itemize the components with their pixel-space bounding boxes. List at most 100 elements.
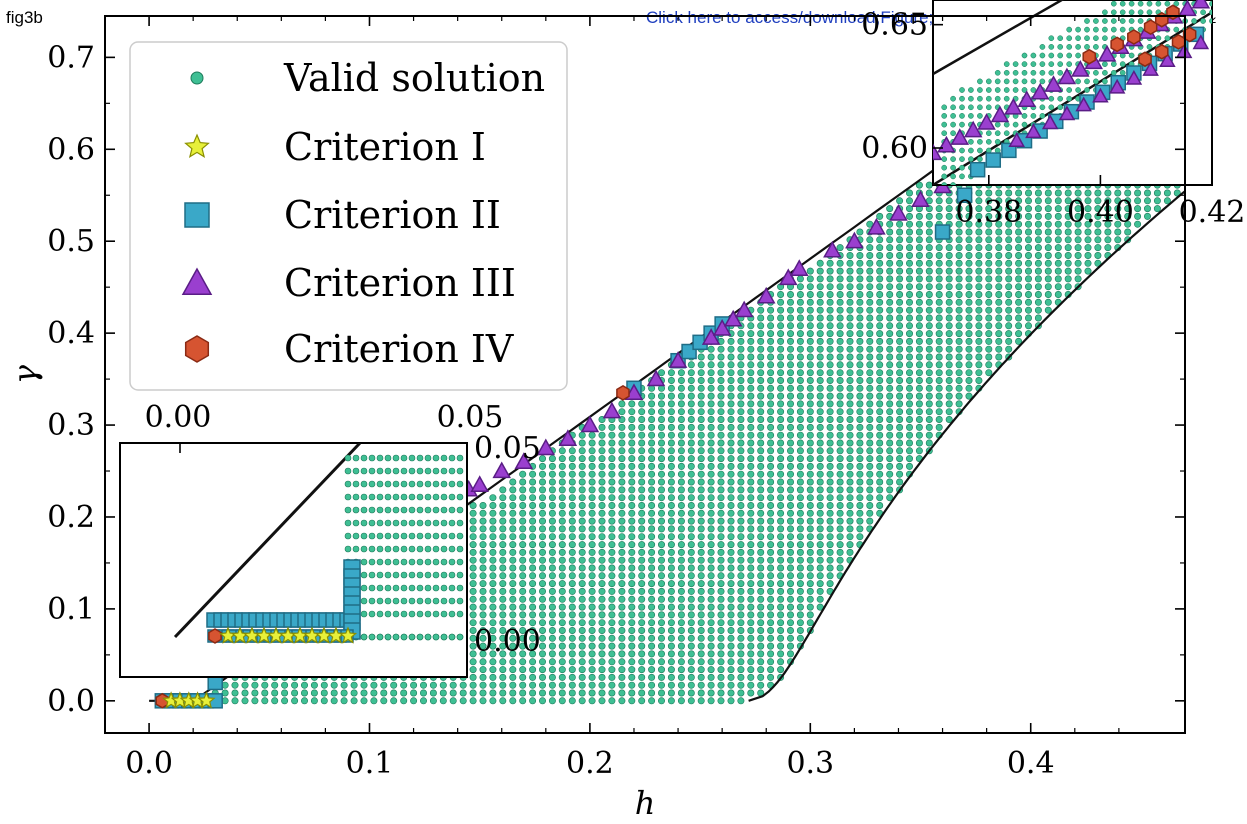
valid-point bbox=[628, 408, 636, 416]
valid-point bbox=[548, 548, 556, 556]
valid-point bbox=[955, 345, 963, 353]
valid-point bbox=[657, 501, 665, 509]
valid-point bbox=[1074, 275, 1082, 283]
valid-point bbox=[548, 603, 556, 611]
valid-point bbox=[767, 431, 775, 439]
valid-point bbox=[424, 493, 432, 501]
valid-point bbox=[737, 666, 745, 674]
valid-point bbox=[1021, 87, 1028, 93]
valid-point bbox=[935, 306, 943, 314]
valid-point bbox=[697, 486, 705, 494]
valid-point bbox=[360, 493, 368, 501]
valid-point bbox=[856, 322, 864, 330]
valid-point bbox=[896, 306, 904, 314]
valid-point bbox=[1044, 189, 1052, 197]
valid-point bbox=[727, 486, 735, 494]
valid-point bbox=[344, 506, 352, 514]
valid-point bbox=[657, 689, 665, 697]
valid-point bbox=[648, 509, 656, 517]
valid-point bbox=[816, 595, 824, 603]
valid-point bbox=[568, 509, 576, 517]
valid-point bbox=[638, 509, 646, 517]
valid-point bbox=[424, 519, 432, 527]
valid-point bbox=[608, 681, 616, 689]
valid-point bbox=[767, 595, 775, 603]
valid-point bbox=[796, 345, 804, 353]
valid-point bbox=[985, 95, 992, 102]
valid-point bbox=[350, 697, 358, 705]
valid-point bbox=[737, 541, 745, 549]
valid-point bbox=[796, 619, 804, 627]
valid-point bbox=[796, 384, 804, 392]
valid-point bbox=[816, 509, 824, 517]
valid-point bbox=[479, 509, 487, 517]
valid-point bbox=[424, 506, 432, 514]
valid-point bbox=[856, 494, 864, 502]
valid-point bbox=[896, 392, 904, 400]
valid-point bbox=[469, 650, 477, 658]
valid-point bbox=[975, 314, 983, 322]
valid-point bbox=[886, 298, 894, 306]
valid-point bbox=[529, 673, 537, 681]
valid-point bbox=[796, 517, 804, 525]
valid-point bbox=[777, 415, 785, 423]
valid-point bbox=[757, 587, 765, 595]
valid-point bbox=[796, 361, 804, 369]
valid-point bbox=[1144, 212, 1152, 220]
valid-point bbox=[667, 423, 675, 431]
valid-point bbox=[757, 642, 765, 650]
valid-point bbox=[1005, 306, 1013, 314]
valid-point bbox=[905, 290, 913, 298]
valid-point bbox=[985, 267, 993, 275]
valid-point bbox=[975, 376, 983, 384]
valid-point bbox=[747, 548, 755, 556]
valid-point bbox=[737, 587, 745, 595]
valid-point bbox=[826, 572, 834, 580]
valid-point bbox=[806, 322, 814, 330]
valid-point bbox=[757, 384, 765, 392]
valid-point bbox=[727, 556, 735, 564]
valid-point bbox=[925, 408, 933, 416]
valid-point bbox=[707, 517, 715, 525]
valid-point bbox=[777, 337, 785, 345]
valid-point bbox=[1005, 267, 1013, 275]
valid-point bbox=[499, 658, 507, 666]
valid-point bbox=[796, 462, 804, 470]
valid-point bbox=[538, 595, 546, 603]
valid-point bbox=[965, 353, 973, 361]
download-link[interactable]: Click here to access/download;Figure;fig… bbox=[646, 8, 999, 27]
valid-point bbox=[786, 415, 794, 423]
valid-point bbox=[995, 290, 1003, 298]
valid-point bbox=[846, 298, 854, 306]
valid-point bbox=[846, 392, 854, 400]
valid-point bbox=[588, 587, 596, 595]
valid-point bbox=[786, 431, 794, 439]
valid-point bbox=[747, 666, 755, 674]
valid-point bbox=[568, 603, 576, 611]
valid-point bbox=[826, 509, 834, 517]
valid-point bbox=[344, 519, 352, 527]
valid-point bbox=[876, 252, 884, 260]
valid-point bbox=[786, 509, 794, 517]
valid-point bbox=[707, 408, 715, 416]
valid-point bbox=[836, 353, 844, 361]
valid-point bbox=[1084, 259, 1092, 267]
valid-point bbox=[757, 494, 765, 502]
valid-point bbox=[935, 345, 943, 353]
valid-point bbox=[796, 541, 804, 549]
valid-point bbox=[826, 478, 834, 486]
valid-point bbox=[905, 189, 913, 197]
valid-point bbox=[638, 501, 646, 509]
valid-point bbox=[786, 564, 794, 572]
valid-point bbox=[687, 611, 695, 619]
valid-point bbox=[1030, 78, 1037, 85]
valid-point bbox=[955, 322, 963, 330]
valid-point bbox=[648, 533, 656, 541]
valid-point bbox=[598, 595, 606, 603]
valid-point bbox=[1034, 283, 1042, 291]
valid-point bbox=[440, 545, 448, 553]
valid-point bbox=[965, 337, 973, 345]
valid-point bbox=[767, 486, 775, 494]
valid-point bbox=[905, 376, 913, 384]
x-axis-label: h bbox=[635, 784, 656, 822]
